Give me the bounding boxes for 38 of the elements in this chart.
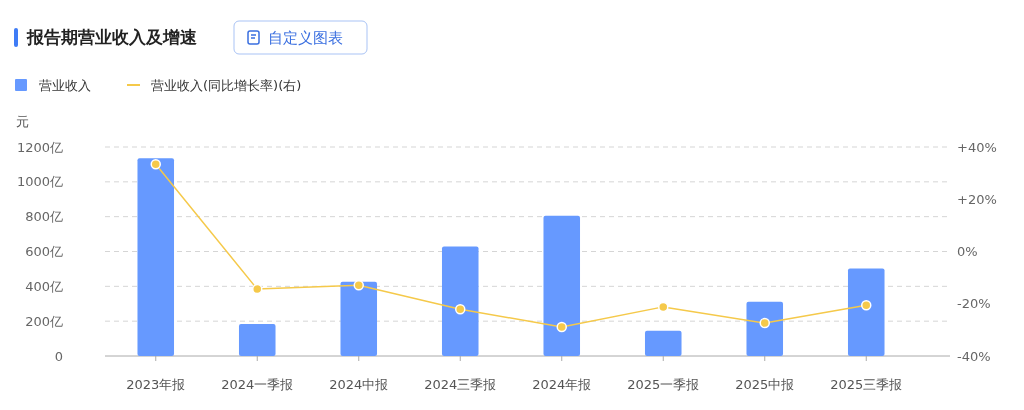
y-tick-label: 0 (54, 348, 63, 364)
bar (441, 246, 479, 356)
y2-tick-label: +20% (957, 191, 997, 207)
text: 自定义图表 (268, 29, 343, 47)
x-tick-label: 2025中报 (735, 377, 795, 392)
y-tick-label: 800亿 (25, 209, 63, 225)
bar (238, 323, 276, 356)
bar (543, 215, 581, 356)
point (150, 158, 161, 170)
x-tick-label: 2025三季报 (830, 377, 903, 392)
chart-title: 报告期营业收入及增速 (26, 27, 197, 47)
x-tick-label: 2025一季报 (627, 377, 700, 392)
point (759, 317, 770, 329)
legend-label: 营业收入 (39, 78, 91, 93)
y2-tick-label: 0% (957, 244, 978, 260)
y-tick-label: 1200亿 (16, 139, 63, 155)
y2-tick-label: -20% (957, 296, 991, 312)
x-tick-label: 2024年报 (532, 377, 592, 392)
y-axis-title: 元 (16, 114, 29, 129)
x-tick-label: 2023年报 (126, 377, 186, 392)
y-tick-label: 600亿 (25, 244, 63, 260)
point (556, 321, 567, 333)
point (861, 300, 872, 311)
y-tick-label: 200亿 (25, 313, 63, 329)
y-tick-label: 400亿 (25, 278, 63, 294)
bar (847, 268, 885, 356)
y2-tick-label: -40% (957, 348, 991, 364)
legend-label: 营业收入(同比增长率)(右) (151, 78, 302, 93)
x-tick-label: 2024一季报 (221, 377, 294, 392)
bar (644, 330, 682, 356)
x-tick-label: 2024中报 (329, 377, 389, 392)
y-tick-label: 1000亿 (16, 174, 63, 190)
point (455, 303, 466, 315)
y2-tick-label: +40% (957, 139, 997, 155)
bar (137, 158, 175, 356)
bar (746, 301, 784, 356)
x-tick-label: 2024三季报 (424, 377, 497, 392)
bar (340, 281, 378, 356)
